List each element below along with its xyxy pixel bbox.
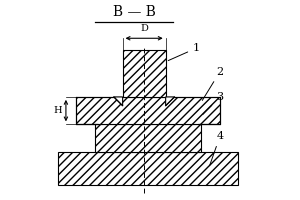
Text: 1: 1 — [168, 43, 200, 61]
Text: H: H — [54, 106, 62, 115]
Polygon shape — [76, 97, 220, 124]
Polygon shape — [58, 152, 238, 185]
Polygon shape — [114, 97, 123, 106]
Polygon shape — [166, 97, 174, 106]
Text: B — B: B — B — [113, 5, 156, 19]
Text: 3: 3 — [203, 92, 224, 114]
Polygon shape — [123, 50, 166, 97]
Text: 2: 2 — [202, 67, 224, 100]
Text: 4: 4 — [210, 131, 224, 166]
Text: D: D — [140, 24, 148, 33]
Polygon shape — [95, 124, 201, 152]
